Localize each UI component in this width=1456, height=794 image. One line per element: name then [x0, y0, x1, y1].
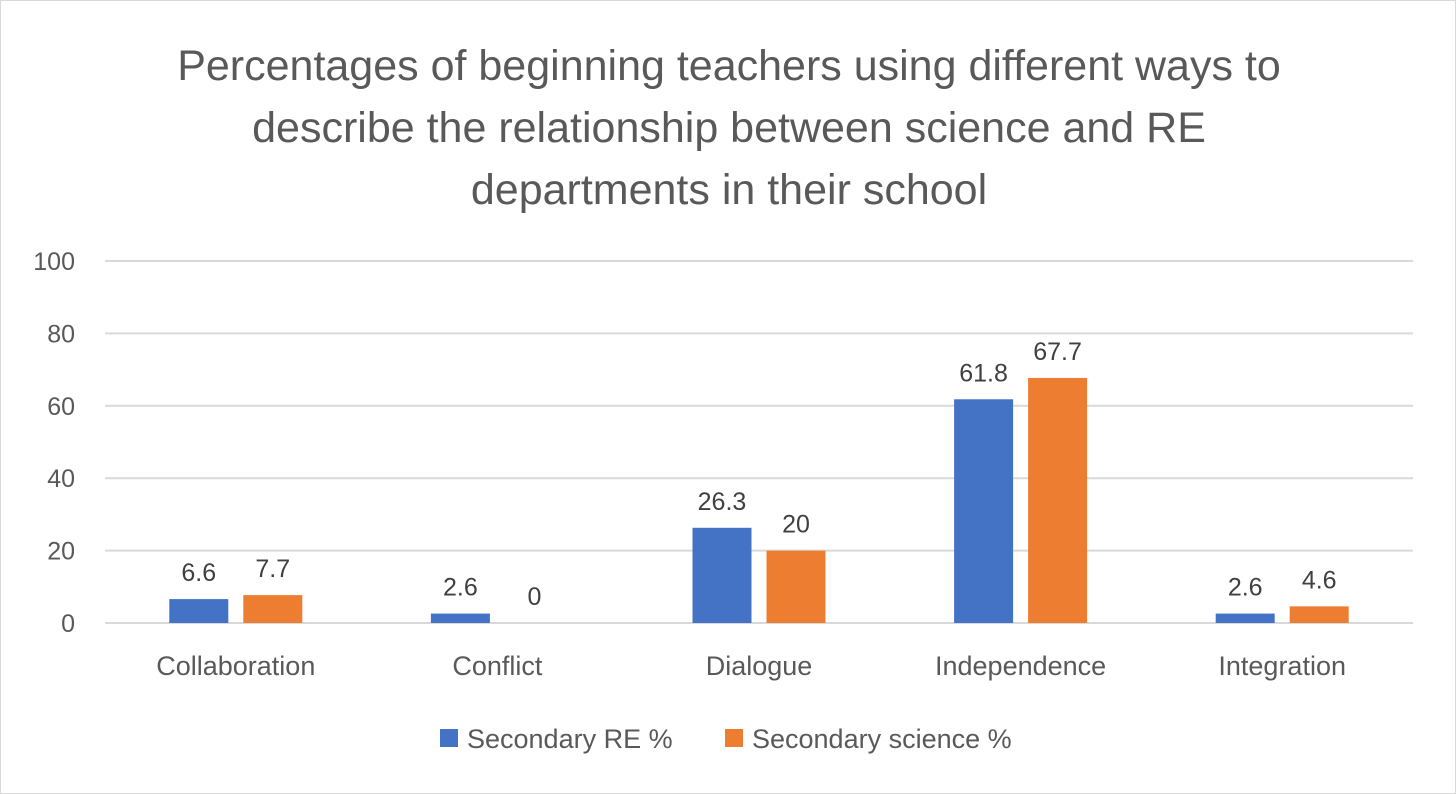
bar-independence-series-1: [954, 399, 1014, 623]
legend: Secondary RE % Secondary science %: [440, 724, 1012, 754]
x-category-label: Independence: [935, 651, 1106, 681]
chart-title: Percentages of beginning teachers using …: [177, 42, 1281, 214]
data-label: 26.3: [698, 488, 747, 516]
y-tick-label: 60: [47, 393, 75, 421]
data-label: 4.6: [1302, 566, 1337, 594]
bars: 6.6 7.7 2.6 0 26.3 20 61.8 67.7 2.6 4.6: [169, 338, 1349, 623]
bar-independence-series-2: [1028, 377, 1088, 623]
data-label: 7.7: [255, 555, 290, 583]
x-category-label: Integration: [1218, 651, 1346, 681]
data-label: 2.6: [443, 574, 478, 602]
data-label: 2.6: [1228, 574, 1263, 602]
y-tick-label: 100: [33, 248, 75, 276]
legend-label: Secondary science %: [752, 724, 1012, 754]
data-label: 67.7: [1033, 338, 1082, 366]
x-category-label: Collaboration: [156, 651, 315, 681]
data-label: 61.8: [959, 359, 1008, 387]
x-category-label: Dialogue: [706, 651, 813, 681]
legend-swatch: [725, 729, 743, 747]
x-category-label: Conflict: [452, 651, 543, 681]
bar-integration-series-1: [1215, 613, 1275, 623]
bar-dialogue-series-2: [766, 550, 826, 623]
y-tick-label: 0: [61, 610, 75, 638]
bar-collaboration-series-2: [243, 595, 303, 623]
x-axis: Collaboration Conflict Dialogue Independenc…: [156, 651, 1346, 681]
bar-conflict-series-1: [430, 613, 490, 623]
data-label: 0: [527, 583, 541, 611]
bar-dialogue-series-1: [692, 527, 752, 623]
y-tick-label: 40: [47, 465, 75, 493]
gridlines: [105, 260, 1413, 624]
legend-label: Secondary RE %: [467, 724, 673, 754]
y-axis: 0 20 40 60 80 100: [33, 248, 75, 638]
y-tick-label: 20: [47, 538, 75, 566]
legend-swatch: [440, 729, 458, 747]
data-label: 20: [782, 511, 810, 539]
data-label: 6.6: [181, 559, 216, 587]
y-tick-label: 80: [47, 320, 75, 348]
bar-integration-series-2: [1289, 606, 1349, 623]
bar-collaboration-series-1: [169, 599, 229, 623]
